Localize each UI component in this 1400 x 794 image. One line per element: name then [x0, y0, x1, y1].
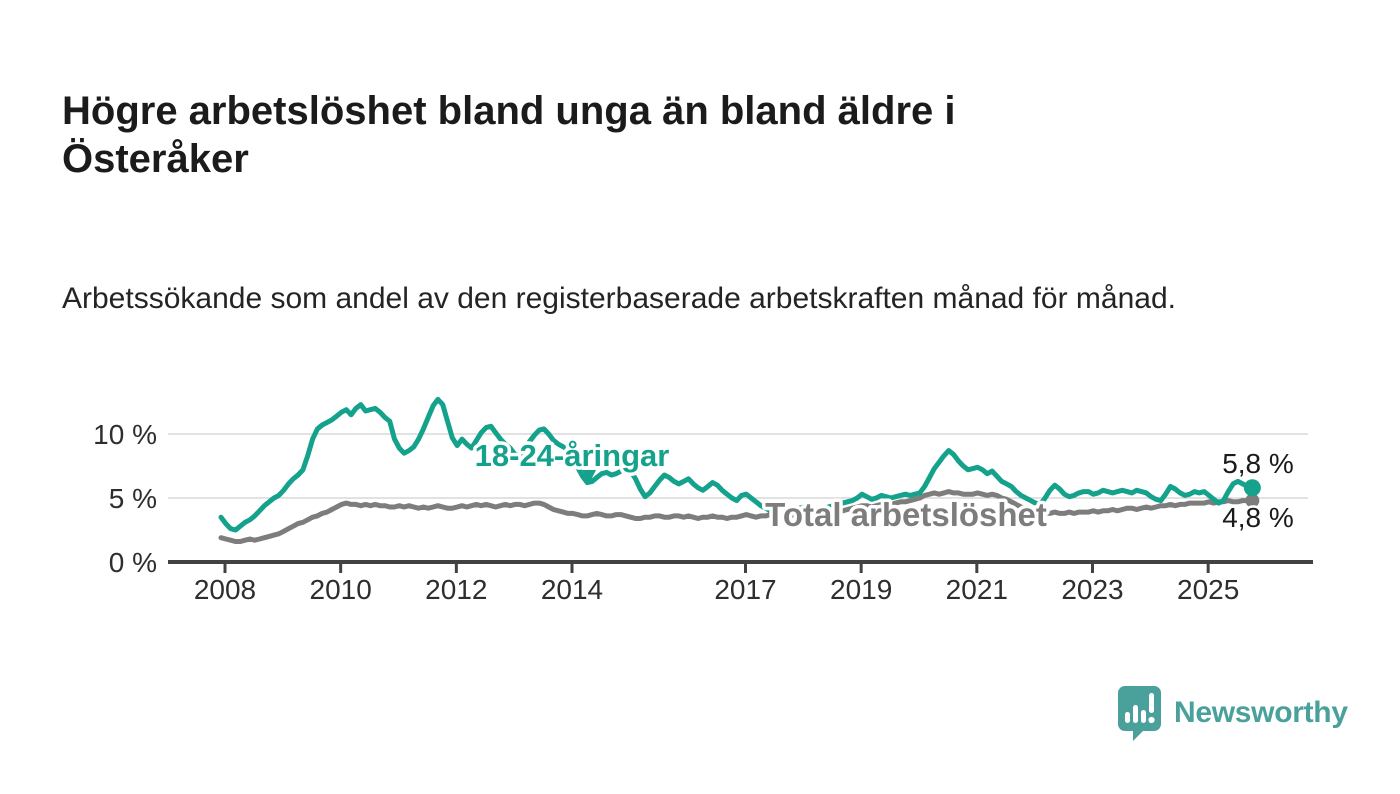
- x-tick-label: 2012: [425, 574, 487, 605]
- y-tick-label: 5 %: [109, 483, 157, 514]
- series-line-0: [218, 489, 1255, 544]
- series-end-dot-0: [1245, 493, 1260, 508]
- y-tick-label: 10 %: [93, 419, 157, 450]
- x-tick-label: 2014: [541, 574, 603, 605]
- newsworthy-logo-icon: [1118, 686, 1161, 741]
- x-tick-label: 2008: [194, 574, 256, 605]
- x-tick-label: 2019: [830, 574, 892, 605]
- end-value-label: 5,8 %: [1222, 448, 1294, 479]
- series-end-dot-1: [1243, 479, 1261, 497]
- x-tick-label: 2023: [1061, 574, 1123, 605]
- down-arrow-icon: [582, 470, 596, 484]
- x-axis: 2008 2010 2012 2014 2017 2019 2021 2023 2025: [168, 560, 1313, 605]
- series-label: Total arbetslöshet: [765, 496, 1047, 533]
- x-tick-label: 2025: [1177, 574, 1239, 605]
- series-lines: [218, 396, 1261, 544]
- series-line-1: [218, 396, 1255, 533]
- page-title: Högre arbetslöshet bland unga än bland ä…: [62, 88, 956, 181]
- x-tick-label: 2010: [310, 574, 372, 605]
- x-tick-label: 2017: [714, 574, 776, 605]
- newsworthy-logo: Newsworthy: [1116, 684, 1348, 742]
- series-label: 18-24-åringar: [475, 438, 670, 473]
- annotations: 18-24-åringar Total arbetslöshet 4,8 % 5,8 …: [471, 435, 1296, 537]
- chart-subtitle: Arbetssökande som andel av den registerb…: [62, 282, 1176, 315]
- end-value-label: 4,8 %: [1222, 502, 1294, 533]
- x-tick-label: 2021: [946, 574, 1008, 605]
- y-tick-label: 0 %: [109, 547, 157, 578]
- newsworthy-logo-text: Newsworthy: [1174, 696, 1348, 729]
